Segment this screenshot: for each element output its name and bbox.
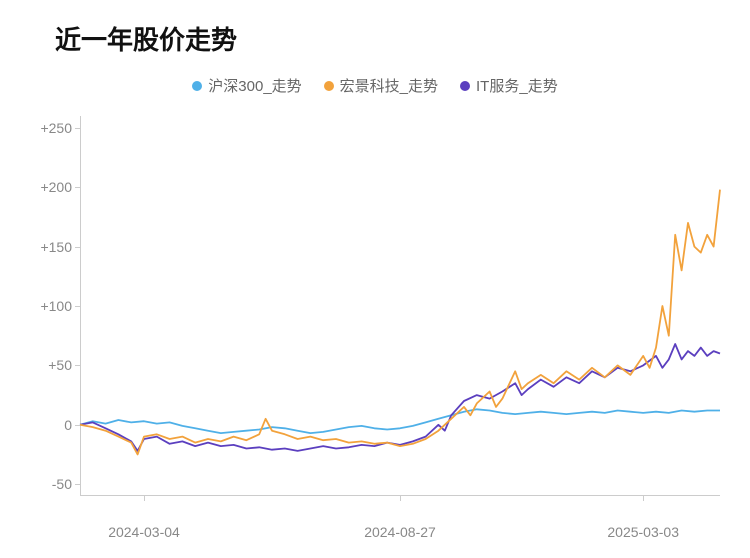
y-tick-label: +250	[40, 120, 72, 136]
y-tick-label: +100	[40, 298, 72, 314]
legend-label-0: 沪深300_走势	[208, 75, 301, 96]
y-tick-label: +150	[40, 239, 72, 255]
chart-title: 近一年股价走势	[55, 20, 720, 57]
chart-container: 近一年股价走势 沪深300_走势 宏景科技_走势 IT服务_走势 -500+50…	[0, 0, 750, 558]
y-axis: -50 0 +50 +100 +150 +200 +250	[30, 116, 78, 496]
series-line	[80, 190, 720, 455]
legend-label-2: IT服务_走势	[476, 75, 558, 96]
legend-dot-0	[192, 81, 202, 91]
series-line	[80, 409, 720, 433]
x-tick-label: 2024-03-04	[108, 524, 180, 540]
x-tick-label: 2025-03-03	[607, 524, 679, 540]
y-tick-label: 0	[64, 417, 72, 433]
plot-area: -500+50+100+150+200+250 2024-03-042024-0…	[80, 116, 720, 496]
legend-item-2: IT服务_走势	[460, 75, 558, 96]
legend-dot-2	[460, 81, 470, 91]
y-tick-label: -50	[52, 476, 72, 492]
series-line	[80, 344, 720, 451]
y-tick-label: +50	[48, 357, 72, 373]
legend-item-1: 宏景科技_走势	[324, 75, 438, 96]
legend: 沪深300_走势 宏景科技_走势 IT服务_走势	[30, 75, 720, 96]
legend-label-1: 宏景科技_走势	[340, 75, 438, 96]
legend-dot-1	[324, 81, 334, 91]
y-tick-label: +200	[40, 179, 72, 195]
legend-item-0: 沪深300_走势	[192, 75, 301, 96]
chart-lines	[80, 116, 720, 496]
x-tick-label: 2024-08-27	[364, 524, 436, 540]
